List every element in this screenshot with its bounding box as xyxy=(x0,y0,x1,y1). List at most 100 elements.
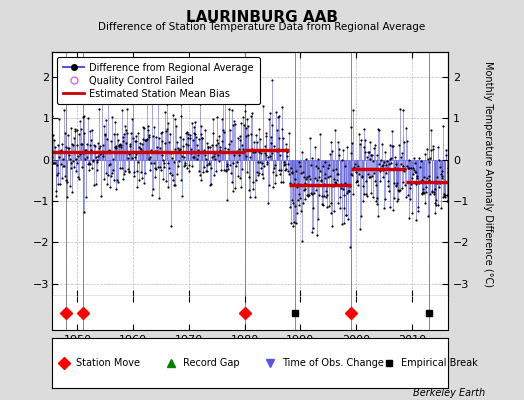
Point xyxy=(222,167,230,174)
Point xyxy=(395,142,403,148)
Point xyxy=(133,168,141,174)
Point xyxy=(433,174,442,180)
Point xyxy=(185,168,193,174)
Point xyxy=(107,138,116,144)
Point xyxy=(75,176,83,182)
Point xyxy=(99,142,107,148)
Point xyxy=(259,102,267,109)
Point xyxy=(235,137,244,144)
Point xyxy=(331,179,340,186)
Point xyxy=(408,210,417,216)
Point xyxy=(204,143,213,150)
Point xyxy=(179,142,188,149)
Point xyxy=(306,135,314,141)
Point xyxy=(250,194,259,201)
Point xyxy=(409,170,417,177)
Point xyxy=(138,175,146,181)
Point xyxy=(384,183,392,190)
Point xyxy=(231,185,239,192)
Point xyxy=(389,194,398,201)
Point xyxy=(332,171,341,178)
Point xyxy=(49,132,57,138)
Point xyxy=(370,177,379,184)
Point xyxy=(54,116,63,122)
Point xyxy=(217,166,225,173)
Point xyxy=(416,164,424,170)
Point xyxy=(62,194,71,200)
Point xyxy=(54,170,62,176)
Point xyxy=(379,167,388,173)
Point xyxy=(130,173,138,180)
Point xyxy=(406,185,414,191)
Point xyxy=(119,171,128,178)
Point xyxy=(174,162,182,169)
Point xyxy=(226,127,234,134)
Point xyxy=(182,165,191,171)
Point xyxy=(57,161,65,168)
Point xyxy=(215,158,223,164)
Point xyxy=(291,168,300,174)
Point xyxy=(129,168,138,175)
Point xyxy=(396,106,405,112)
Point xyxy=(226,162,234,168)
Point xyxy=(83,154,91,160)
Point xyxy=(344,188,353,194)
Point xyxy=(175,158,183,164)
Point xyxy=(125,168,133,174)
Point xyxy=(246,194,254,200)
Point xyxy=(102,117,111,123)
Point xyxy=(440,193,449,200)
Point xyxy=(318,201,326,208)
Point xyxy=(303,193,312,200)
Point xyxy=(410,160,419,166)
Point xyxy=(185,162,193,168)
Point xyxy=(128,116,136,122)
Point xyxy=(425,159,433,165)
Point xyxy=(84,161,92,167)
Point xyxy=(90,142,99,148)
Point xyxy=(308,191,316,198)
Point xyxy=(315,168,324,174)
Point xyxy=(315,192,324,198)
Point xyxy=(398,150,406,156)
Point xyxy=(55,154,63,160)
Point xyxy=(431,200,440,206)
Point xyxy=(261,150,269,156)
Point xyxy=(323,204,331,211)
Point xyxy=(433,180,441,186)
Point xyxy=(246,153,254,160)
Point xyxy=(104,162,113,168)
Point xyxy=(234,135,242,141)
Point xyxy=(320,193,328,199)
Point xyxy=(145,156,153,162)
Point xyxy=(253,139,261,145)
Point xyxy=(284,160,292,167)
Point xyxy=(79,113,88,120)
Point xyxy=(172,171,181,178)
Point xyxy=(277,167,285,174)
Point xyxy=(89,156,97,163)
Point xyxy=(365,155,374,162)
Point xyxy=(144,127,152,134)
Point xyxy=(170,146,179,152)
Point xyxy=(158,129,167,136)
Point xyxy=(88,127,96,133)
Point xyxy=(69,142,77,148)
Point xyxy=(345,188,353,194)
Point xyxy=(320,171,329,178)
Point xyxy=(52,188,60,194)
Point xyxy=(206,181,215,187)
Point xyxy=(352,169,360,175)
Point xyxy=(111,119,119,126)
Point xyxy=(187,149,195,156)
Point xyxy=(420,190,429,196)
Point xyxy=(372,182,380,188)
Point xyxy=(258,174,267,181)
Point xyxy=(273,148,281,154)
Point xyxy=(95,145,104,151)
Point xyxy=(368,158,377,164)
Point xyxy=(430,189,438,195)
Point xyxy=(434,202,442,208)
Point xyxy=(394,196,402,202)
Point xyxy=(224,166,232,172)
